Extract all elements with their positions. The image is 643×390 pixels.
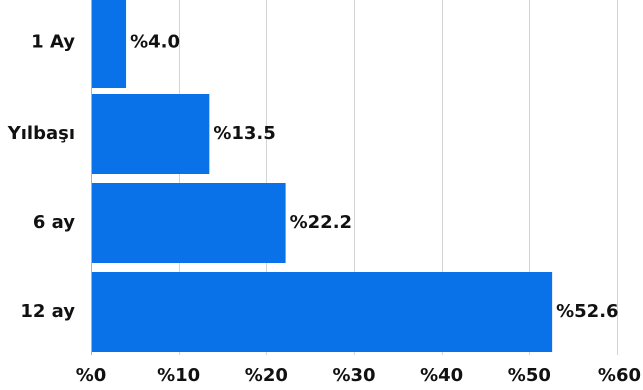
gridlines	[91, 0, 618, 355]
x-tick-label: %60	[598, 365, 641, 386]
category-label: 6 ay	[33, 212, 75, 233]
data-labels: %4.0 %13.5 %22.2 %52.6	[130, 32, 619, 323]
bar	[92, 183, 286, 263]
x-tick-label: %50	[508, 365, 551, 386]
x-tick-label: %40	[420, 365, 463, 386]
bar	[92, 94, 210, 174]
data-label: %22.2	[290, 212, 352, 233]
category-labels: 1 Ay Yılbaşı 6 ay 12 ay	[7, 32, 76, 323]
x-tick-label: %20	[245, 365, 288, 386]
category-label: Yılbaşı	[7, 123, 75, 144]
data-label: %52.6	[556, 301, 618, 322]
data-label: %4.0	[130, 32, 180, 53]
bar	[92, 0, 127, 88]
x-tick-label: %10	[157, 365, 200, 386]
bar	[92, 272, 553, 352]
bars	[92, 0, 553, 352]
category-label: 1 Ay	[31, 32, 75, 53]
x-tick-label: %0	[76, 365, 107, 386]
x-axis-tick-labels: %0 %10 %20 %30 %40 %50 %60	[76, 365, 641, 386]
category-label: 12 ay	[20, 301, 75, 322]
x-tick-label: %30	[332, 365, 375, 386]
data-label: %13.5	[213, 123, 275, 144]
